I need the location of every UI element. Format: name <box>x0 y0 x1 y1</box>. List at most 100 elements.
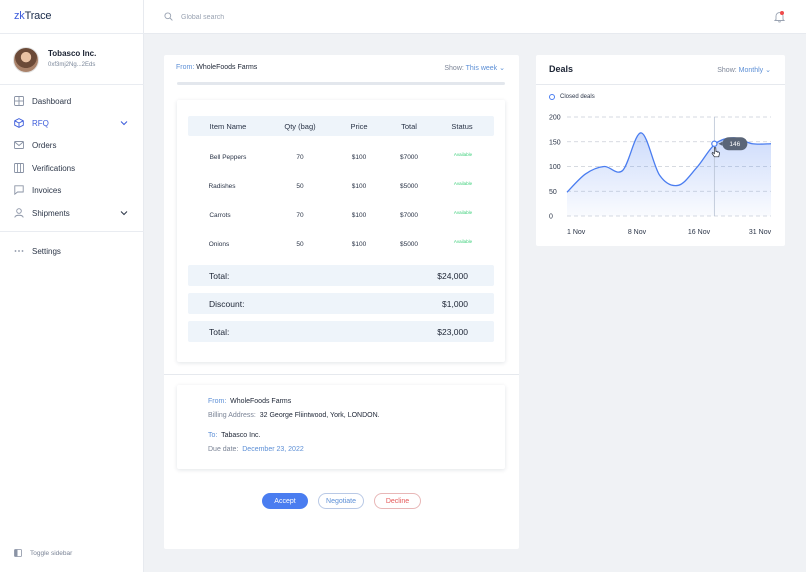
address-card: From: WholeFoods Farms Billing Address: … <box>177 385 505 469</box>
due-date: Due date: December 23, 2022 <box>208 446 304 453</box>
sidebar-item-shipments[interactable]: Shipments <box>14 206 132 220</box>
toggle-sidebar-button[interactable]: Toggle sidebar <box>14 549 72 557</box>
summary-label: Discount: <box>209 299 245 309</box>
cell-price: $100 <box>351 183 367 190</box>
table-header: Item Name Qty (bag) Price Total Status <box>188 116 494 136</box>
y-tick-label: 200 <box>549 115 561 122</box>
table-row[interactable]: Onions 50 $100 $5000 Available <box>188 238 494 252</box>
billing-address: Billing Address: 32 George Fliintwood, Y… <box>208 412 380 419</box>
deals-title: Deals <box>549 64 574 74</box>
columns-icon <box>14 163 24 173</box>
user-icon <box>14 208 24 218</box>
cell-item: Carrots <box>209 212 231 219</box>
decline-button[interactable]: Decline <box>374 493 421 509</box>
sidebar: zkTrace Tobasco Inc. 0xf3mj2Ng...2Eds Da… <box>0 0 144 572</box>
order-from: From: WholeFoods Farms <box>176 64 258 71</box>
cell-price: $100 <box>351 154 367 161</box>
status-badge: Available <box>453 152 473 157</box>
box-icon <box>14 118 24 128</box>
sidebar-divider <box>0 84 144 85</box>
address-to: To: Tabasco Inc. <box>208 432 261 439</box>
order-panel: From: WholeFoods Farms Show: This week ⌄… <box>164 55 519 549</box>
notification-badge <box>780 11 784 15</box>
summary-label: Total: <box>209 271 230 281</box>
sidebar-item-rfq[interactable]: RFQ <box>14 116 132 130</box>
sidebar-divider <box>0 231 144 232</box>
order-progress-bar <box>177 82 505 85</box>
column-header-item: Item Name <box>209 122 247 131</box>
search-input[interactable] <box>181 10 481 24</box>
cell-qty: 50 <box>296 183 304 190</box>
cell-total: $7000 <box>399 154 419 161</box>
cell-total: $5000 <box>399 183 419 190</box>
bell-icon[interactable] <box>774 11 785 23</box>
y-tick-label: 150 <box>549 139 561 146</box>
status-badge: Available <box>453 181 473 186</box>
series-area <box>567 132 771 216</box>
column-header-price: Price <box>350 122 368 131</box>
column-header-total: Total <box>401 122 417 131</box>
y-tick-label: 100 <box>549 164 561 171</box>
dashboard-icon <box>14 96 24 106</box>
sidebar-item-label: Settings <box>32 246 61 256</box>
cell-item: Onions <box>208 241 230 248</box>
highlight-point <box>711 140 718 147</box>
chevron-down-icon[interactable] <box>120 119 128 127</box>
chevron-down-icon[interactable] <box>120 209 128 217</box>
table-row[interactable]: Radishes 50 $100 $5000 Available <box>188 180 494 194</box>
tooltip-value: 146 <box>729 141 740 148</box>
sidebar-item-invoices[interactable]: Invoices <box>14 183 132 197</box>
toggle-sidebar-label: Toggle sidebar <box>30 549 73 557</box>
sidebar-item-label: Dashboard <box>32 96 72 106</box>
sidebar-item-verifications[interactable]: Verifications <box>14 161 132 175</box>
table-row[interactable]: Carrots 70 $100 $7000 Available <box>188 209 494 223</box>
sidebar-divider <box>0 33 144 34</box>
cell-qty: 70 <box>296 154 304 161</box>
column-header-qty: Qty (bag) <box>284 122 316 131</box>
sidebar-item-label: Shipments <box>32 208 70 218</box>
sidebar-item-label: Invoices <box>32 185 62 195</box>
app-logo[interactable]: zkTrace <box>14 10 52 22</box>
cell-item: Bell Peppers <box>209 154 247 161</box>
avatar[interactable] <box>13 47 39 73</box>
tooltip-pointer <box>718 141 723 146</box>
y-tick-label: 50 <box>549 189 557 196</box>
summary-grand-total-row: Total: $23,000 <box>188 321 494 342</box>
profile-block[interactable]: Tobasco Inc. 0xf3mj2Ng...2Eds <box>13 47 138 75</box>
chart-legend: Closed deals <box>549 94 595 100</box>
deals-period-select[interactable]: Show: Monthly ⌄ <box>717 67 771 74</box>
cell-total: $7000 <box>399 212 419 219</box>
x-tick-label: 16 Nov <box>688 229 711 236</box>
cell-qty: 70 <box>296 212 304 219</box>
chevron-down-icon: ⌄ <box>499 65 505 72</box>
order-period-select[interactable]: Show: This week ⌄ <box>444 65 505 72</box>
deals-chart[interactable]: 0 50 100 150 200 1 Nov 8 Nov 16 Nov 31 Nov 146 <box>536 107 785 242</box>
status-badge: Available <box>453 210 473 215</box>
order-items-table: Item Name Qty (bag) Price Total Status B… <box>177 100 505 362</box>
sidebar-item-label: Orders <box>32 140 57 150</box>
address-from: From: WholeFoods Farms <box>208 398 292 405</box>
accept-button[interactable]: Accept <box>262 493 308 509</box>
negotiate-button[interactable]: Negotiate <box>318 493 364 509</box>
deals-panel: Deals Show: Monthly ⌄ Closed deals 0 50 10… <box>536 55 785 246</box>
more-icon <box>14 250 24 252</box>
topbar <box>144 0 806 34</box>
sidebar-item-orders[interactable]: Orders <box>14 138 132 152</box>
table-row[interactable]: Bell Peppers 70 $100 $7000 Available <box>188 151 494 165</box>
cell-item: Radishes <box>208 183 236 190</box>
sidebar-toggle-icon <box>14 549 22 557</box>
summary-value: $24,000 <box>437 271 468 281</box>
legend-label: Closed deals <box>560 94 595 100</box>
hand-cursor-icon <box>711 147 720 158</box>
sidebar-item-dashboard[interactable]: Dashboard <box>14 94 132 108</box>
sidebar-item-settings[interactable]: Settings <box>14 244 132 258</box>
x-tick-label: 31 Nov <box>749 229 772 236</box>
chevron-down-icon: ⌄ <box>765 67 771 74</box>
cell-price: $100 <box>351 212 367 219</box>
cell-total: $5000 <box>399 241 419 248</box>
legend-marker <box>549 94 555 100</box>
summary-total-row: Total: $24,000 <box>188 265 494 286</box>
summary-value: $23,000 <box>437 327 468 337</box>
sidebar-item-label: RFQ <box>32 118 49 128</box>
mail-icon <box>14 141 24 149</box>
